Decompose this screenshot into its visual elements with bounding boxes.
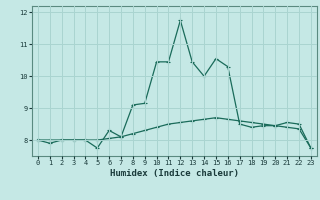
X-axis label: Humidex (Indice chaleur): Humidex (Indice chaleur) xyxy=(110,169,239,178)
